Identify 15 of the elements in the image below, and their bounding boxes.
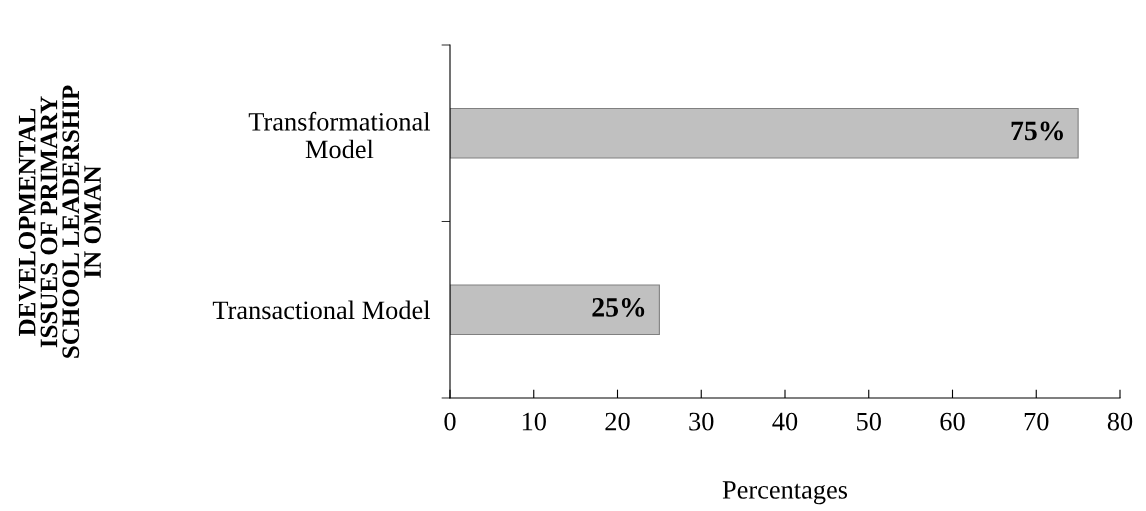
x-tick-label: 10 <box>522 412 546 431</box>
x-tick-label: 70 <box>1024 412 1049 431</box>
x-tick-label: 50 <box>857 412 881 431</box>
x-tick-label: 80 <box>1107 412 1133 431</box>
x-tick-label: 0 <box>444 412 456 431</box>
y-tick-label: Transformational Model <box>248 111 431 159</box>
data-label: 25% <box>592 297 645 317</box>
x-axis-title: Percentages <box>722 481 848 505</box>
x-tick-label: 60 <box>940 412 965 431</box>
x-tick-label: 40 <box>772 412 798 431</box>
x-tick-label: 20 <box>605 412 630 431</box>
y-tick-label: Transactional Model <box>212 300 431 320</box>
y-axis-title: DEVELOPMENTAL ISSUES OF PRIMARY SCHOOL LEADERSHIP IN OMAN <box>18 85 101 358</box>
x-tick-label: 30 <box>689 412 714 431</box>
data-label: 75% <box>1011 121 1063 141</box>
